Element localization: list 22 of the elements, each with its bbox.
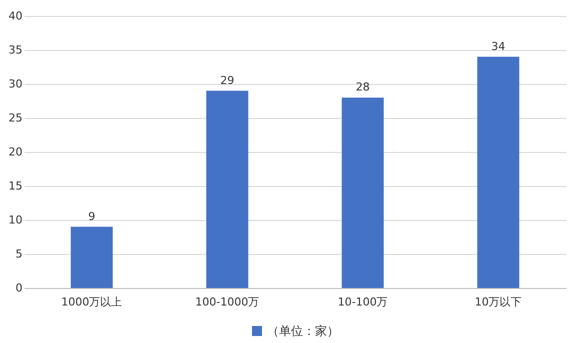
legend-label: （单位：家） <box>267 324 339 338</box>
y-tick-label: 20 <box>8 146 22 158</box>
y-tick-label: 40 <box>8 10 22 22</box>
y-tick-label: 0 <box>16 282 22 294</box>
y-tick-label: 30 <box>8 78 22 90</box>
data-label: 34 <box>491 40 506 53</box>
y-tick-label: 10 <box>8 214 22 226</box>
bar <box>206 90 248 288</box>
y-tick-label: 15 <box>8 180 22 192</box>
x-tick-label: 100-1000万 <box>195 296 260 308</box>
y-tick-label: 25 <box>8 112 22 124</box>
x-tick-label: 1000万以上 <box>61 296 122 308</box>
data-label: 9 <box>88 210 96 223</box>
bar <box>70 226 113 288</box>
y-tick-label: 5 <box>16 248 22 260</box>
bar <box>342 98 384 288</box>
x-tick-label: 10-100万 <box>338 296 388 308</box>
data-label: 29 <box>220 74 234 87</box>
x-tick-label: 10万以下 <box>474 296 522 308</box>
y-tick-label: 35 <box>8 44 22 56</box>
data-label: 28 <box>356 80 370 94</box>
bar <box>477 56 520 288</box>
